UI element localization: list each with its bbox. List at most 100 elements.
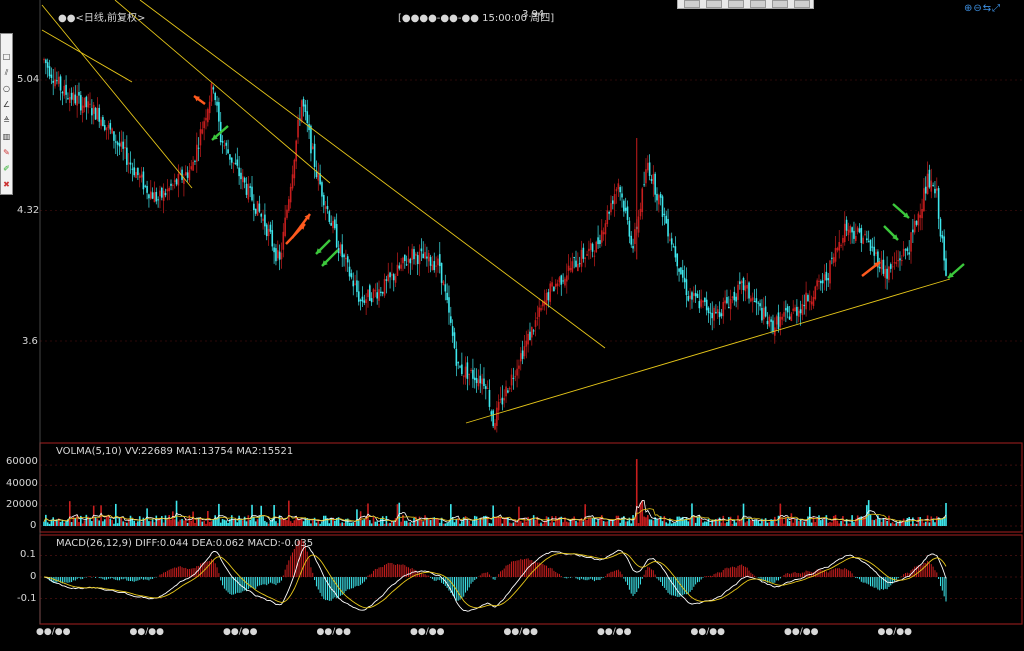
candle-body	[194, 160, 196, 162]
candle-body	[836, 247, 839, 251]
pencil-icon[interactable]: ✐	[3, 164, 10, 173]
zoom-out-icon[interactable]: ⊖	[973, 3, 983, 14]
volume-bar	[216, 517, 218, 526]
candle-body	[807, 295, 809, 302]
volume-bar	[488, 523, 491, 526]
candle-body	[670, 238, 673, 245]
candle-body	[529, 331, 531, 341]
candle-body	[188, 170, 191, 181]
ellipse-icon[interactable]: ○	[3, 84, 10, 93]
pan-left-right-icon[interactable]: ⇆	[982, 3, 993, 14]
volume-bar	[928, 522, 931, 526]
candle-body	[521, 350, 524, 359]
candle-body	[359, 299, 362, 301]
tab-button[interactable]	[794, 0, 810, 8]
delete-icon[interactable]: ✖	[3, 180, 10, 189]
volume-bar	[486, 517, 489, 526]
candle-body	[862, 237, 864, 244]
candle-body	[341, 244, 344, 258]
volume-bar	[891, 522, 894, 526]
candle-body	[630, 235, 633, 245]
tab-button[interactable]	[772, 0, 788, 8]
candle-body	[761, 307, 763, 321]
volume-bar	[571, 518, 574, 526]
volume-bar	[932, 518, 934, 526]
annotation-arrows[interactable]	[193, 95, 965, 279]
volume-bar	[203, 520, 205, 526]
candle-body	[262, 218, 264, 221]
volume-bar	[392, 521, 395, 526]
candlestick-series[interactable]	[43, 57, 947, 433]
tab-button[interactable]	[728, 0, 744, 8]
candle-body	[637, 216, 640, 233]
candle-body	[829, 260, 831, 284]
volume-bar	[148, 521, 150, 526]
volume-bar	[855, 518, 857, 526]
candle-body	[131, 168, 134, 170]
candle-body	[615, 189, 618, 192]
candle-body	[98, 107, 101, 122]
candle-body	[96, 107, 99, 120]
volume-bar	[91, 521, 93, 526]
volume-bar	[510, 523, 513, 526]
candle-body	[919, 215, 922, 218]
candle-body	[912, 229, 914, 233]
volume-bar	[234, 519, 237, 526]
volume-bar	[542, 523, 544, 526]
candle-body	[897, 259, 899, 262]
candle-body	[350, 273, 353, 278]
candle-body	[113, 131, 115, 141]
angle-icon[interactable]: ∠	[2, 100, 11, 109]
candle-body	[418, 251, 421, 265]
parallel-lines-icon[interactable]: ⫽	[4, 68, 9, 77]
candle-body	[361, 296, 364, 302]
candle-body	[376, 292, 378, 299]
fit-icon[interactable]: ⤢	[992, 3, 1002, 14]
volume-bar	[179, 519, 182, 526]
tab-button[interactable]	[684, 0, 700, 8]
volume-bar	[810, 522, 813, 526]
eraser-icon[interactable]: ✎	[3, 148, 10, 157]
volume-bar	[68, 501, 71, 526]
candle-body	[442, 281, 445, 286]
zoom-in-icon[interactable]: ⊕	[964, 3, 974, 14]
tab-button[interactable]	[750, 0, 766, 8]
volume-bar	[81, 523, 84, 526]
bar-chart-icon[interactable]: ▥	[2, 132, 11, 141]
volume-bar	[694, 522, 697, 526]
candle-body	[254, 208, 257, 214]
candle-body	[343, 254, 345, 258]
volume-bar	[177, 521, 180, 526]
candle-body	[457, 362, 459, 364]
candle-body	[225, 142, 228, 146]
volume-bar	[882, 518, 885, 526]
candle-body	[935, 188, 938, 191]
candle-body	[508, 387, 511, 390]
volume-bar	[170, 519, 172, 526]
macd-tick-label: 0.1	[20, 549, 36, 560]
candle-body	[503, 398, 506, 401]
candle-body	[792, 308, 795, 311]
candle-body	[278, 251, 281, 260]
volume-bar	[575, 520, 577, 526]
candle-body	[284, 217, 286, 236]
candle-body	[433, 261, 436, 271]
date-tick-label: ●●/●●	[129, 627, 164, 637]
volume-bar	[313, 517, 316, 526]
fib-icon[interactable]: ≜	[3, 116, 10, 125]
trendlines[interactable]	[41, 0, 951, 424]
volume-bar	[648, 519, 651, 526]
volume-bar	[562, 522, 564, 526]
candle-body	[672, 246, 675, 248]
volume-bar	[249, 519, 251, 526]
volume-bar	[54, 521, 56, 526]
window-tab-strip	[677, 0, 814, 9]
candle-body	[420, 248, 423, 252]
candle-body	[910, 232, 912, 252]
volume-bar	[560, 516, 563, 526]
volume-bar	[116, 523, 119, 526]
rectangle-icon[interactable]: □	[2, 52, 11, 61]
candle-body	[65, 84, 67, 95]
tab-button[interactable]	[706, 0, 722, 8]
